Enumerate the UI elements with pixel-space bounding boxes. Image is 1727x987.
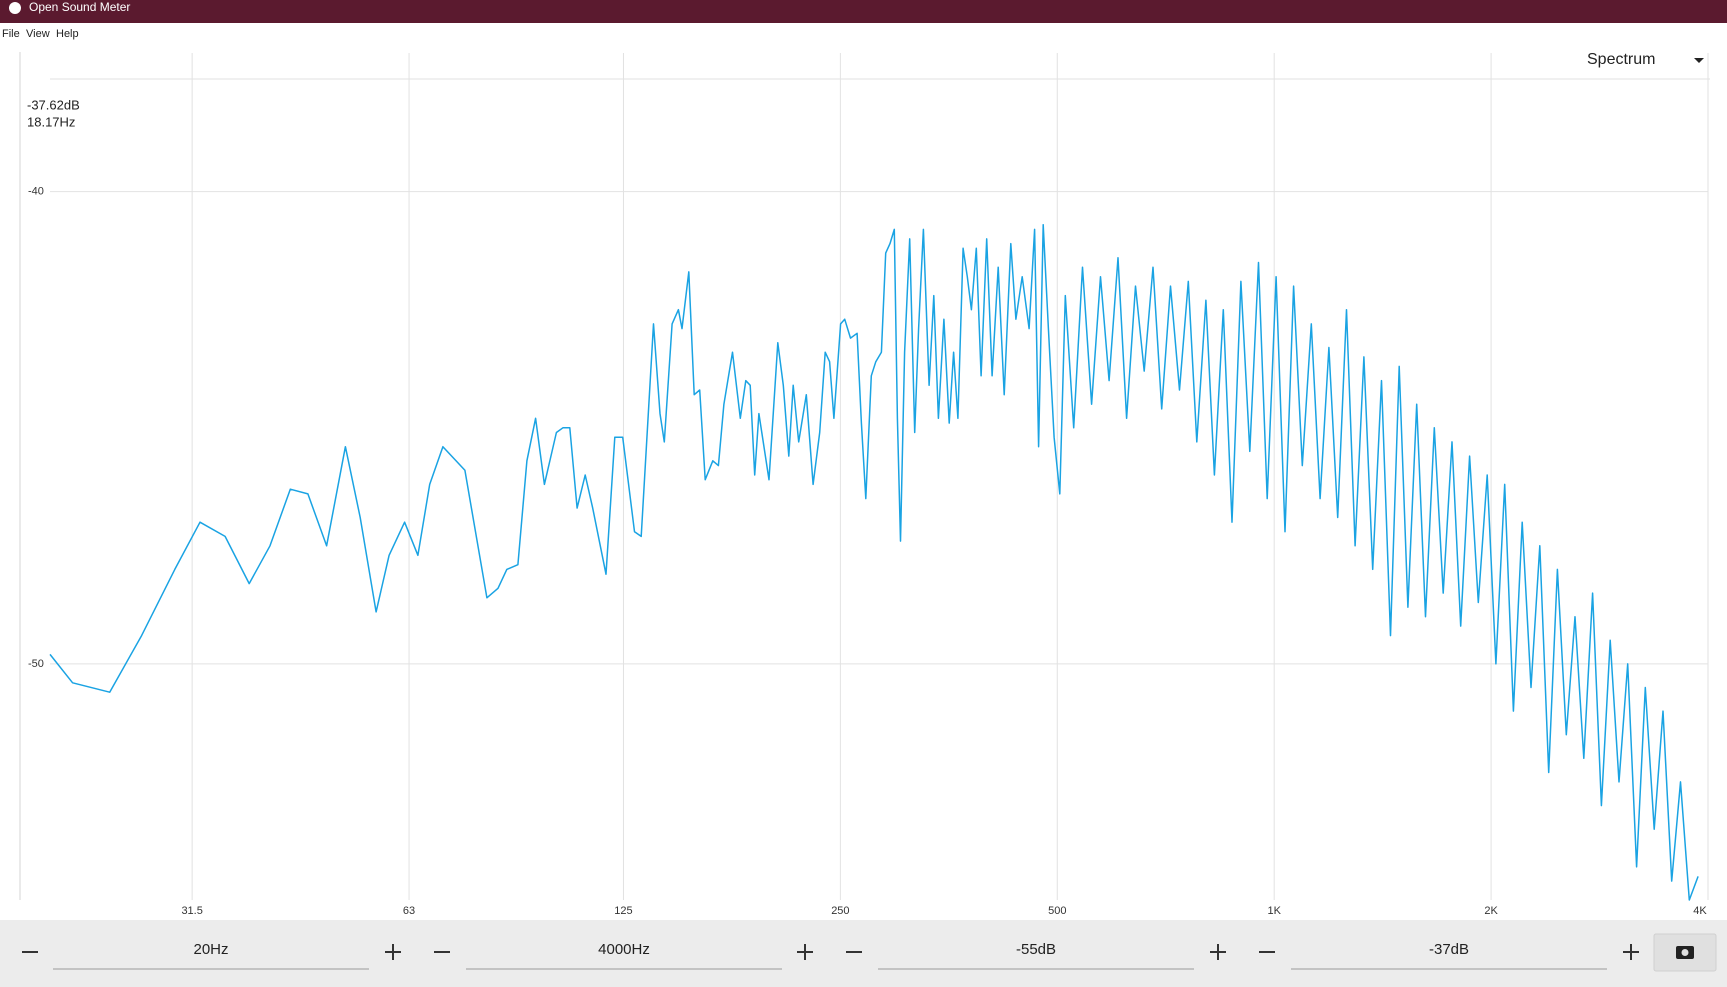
plus-button[interactable] (1623, 944, 1639, 960)
x-tick-label: 31.5 (181, 905, 202, 917)
control-input[interactable]: 4000Hz (598, 941, 650, 958)
window-title: Open Sound Meter (29, 0, 130, 14)
x-tick-label: 1K (1267, 905, 1281, 917)
plus-button[interactable] (797, 944, 813, 960)
plus-button[interactable] (385, 944, 401, 960)
x-tick-label: 4K (1693, 905, 1707, 917)
y-tick-label: -50 (28, 658, 44, 670)
menu-item[interactable]: View (26, 28, 50, 40)
cursor-level: -37.62dB (27, 97, 80, 112)
x-tick-label: 2K (1484, 905, 1498, 917)
spectrum-line (49, 223, 1699, 901)
x-tick-label: 63 (403, 905, 415, 917)
x-tick-label: 250 (831, 905, 849, 917)
dropdown-arrow[interactable] (1694, 58, 1704, 63)
plot: 31.5 63 125 250 500 1K 2K 4K -40 -50 (28, 53, 1709, 917)
cursor-frequency: 18.17Hz (27, 114, 75, 129)
x-tick-label: 500 (1048, 905, 1066, 917)
title-bar (0, 0, 1727, 23)
menu-item[interactable]: File (2, 28, 20, 40)
y-tick-label: -40 (28, 186, 44, 198)
control-input[interactable]: -37dB (1429, 941, 1469, 958)
plus-button[interactable] (1210, 944, 1226, 960)
control-input[interactable]: 20Hz (193, 941, 228, 958)
app-icon (9, 2, 21, 14)
menu-item[interactable]: Help (56, 28, 79, 40)
control-input[interactable]: -55dB (1016, 941, 1056, 958)
x-tick-label: 125 (614, 905, 632, 917)
controls: 20Hz 4000Hz -55dB -37dB (22, 941, 1639, 970)
menu-bar (0, 23, 1727, 43)
view-selector[interactable]: Spectrum (1587, 51, 1655, 68)
control-bar (0, 920, 1727, 987)
camera-lens (1681, 949, 1689, 956)
